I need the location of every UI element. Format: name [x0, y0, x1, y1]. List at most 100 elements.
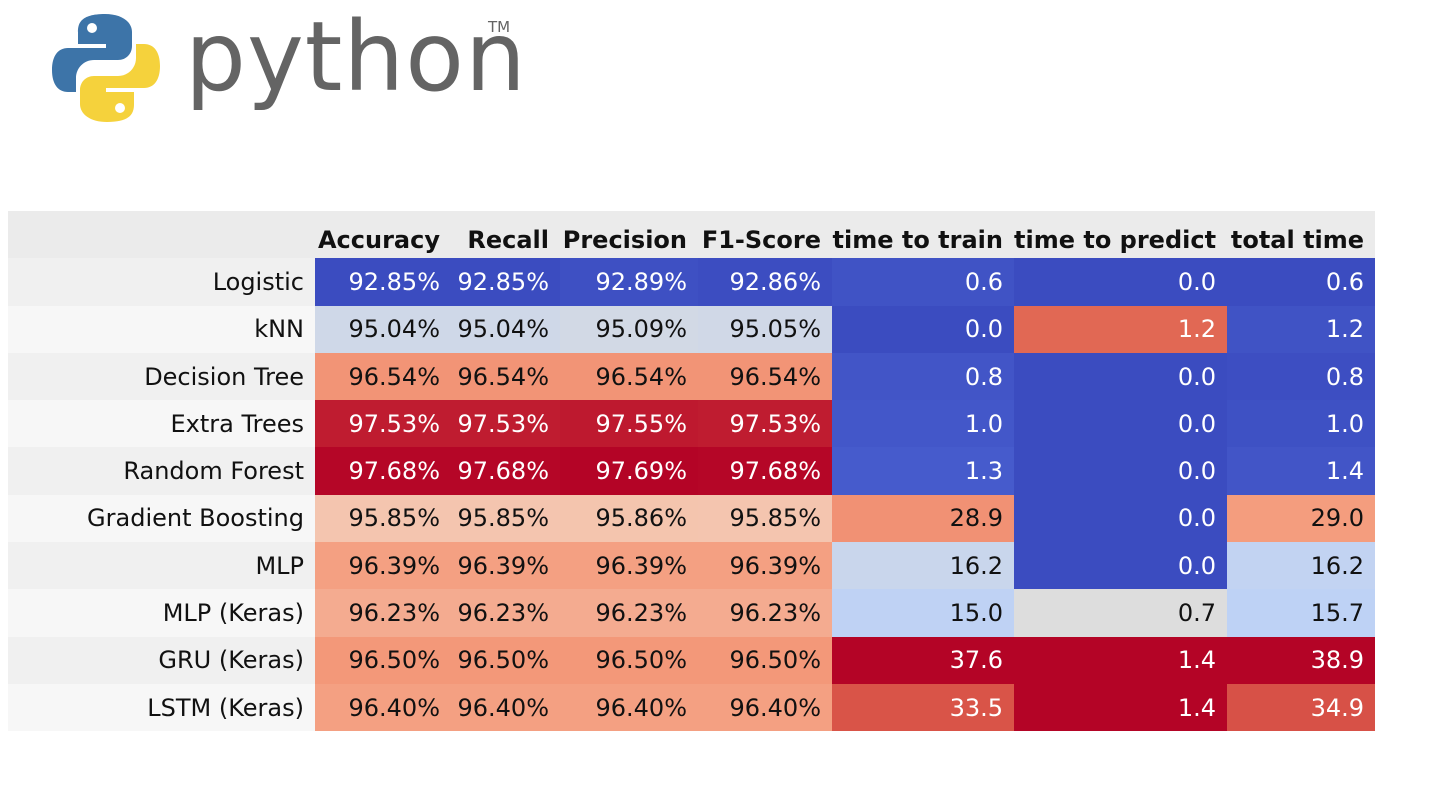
cell-gradient-boosting-recall: 95.85%: [451, 494, 560, 543]
row-label-knn: kNN: [8, 305, 315, 353]
cell-extra-trees-recall: 97.53%: [451, 400, 560, 448]
cell-gru-keras-f1-score: 96.50%: [698, 636, 832, 684]
column-header-time-to-predict: time to predict: [1014, 211, 1228, 259]
cell-mlp-keras-accuracy: 96.23%: [315, 589, 451, 637]
row-label-gradient-boosting: Gradient Boosting: [8, 494, 315, 543]
cell-gru-keras-total-time: 38.9: [1227, 636, 1376, 684]
cell-mlp-precision: 96.39%: [560, 542, 698, 590]
cell-gradient-boosting-total-time: 29.0: [1227, 494, 1376, 543]
cell-decision-tree-total-time: 0.8: [1227, 352, 1376, 401]
cell-lstm-keras-time-to-train: 33.5: [832, 683, 1014, 732]
column-header-f1-score: F1-Score: [698, 211, 832, 259]
cell-extra-trees-accuracy: 97.53%: [315, 400, 451, 448]
table-row: Extra Trees 97.53% 97.53% 97.55% 97.53% 1.0 0.…: [8, 400, 1376, 448]
cell-mlp-total-time: 16.2: [1227, 542, 1376, 590]
row-label-mlp-keras: MLP (Keras): [8, 589, 315, 637]
cell-lstm-keras-f1-score: 96.40%: [698, 683, 832, 732]
table-row: Logistic 92.85% 92.85% 92.89% 92.86% 0.6 0.0 0.…: [8, 258, 1376, 306]
corner-header: [8, 211, 315, 259]
cell-logistic-time-to-train: 0.6: [832, 258, 1014, 306]
table-row: GRU (Keras) 96.50% 96.50% 96.50% 96.50% 37.6 1…: [8, 636, 1376, 684]
table-row: LSTM (Keras) 96.40% 96.40% 96.40% 96.40% 33.5…: [8, 683, 1376, 732]
cell-logistic-total-time: 0.6: [1227, 258, 1376, 306]
cell-extra-trees-total-time: 1.0: [1227, 400, 1376, 448]
cell-gru-keras-precision: 96.50%: [560, 636, 698, 684]
cell-mlp-keras-precision: 96.23%: [560, 589, 698, 637]
row-label-mlp: MLP: [8, 542, 315, 590]
cell-decision-tree-precision: 96.54%: [560, 352, 698, 401]
cell-random-forest-time-to-train: 1.3: [832, 447, 1014, 495]
cell-knn-time-to-train: 0.0: [832, 305, 1014, 353]
python-logo: python TM: [50, 1, 526, 126]
cell-knn-f1-score: 95.05%: [698, 305, 832, 353]
table-row: Gradient Boosting 95.85% 95.85% 95.86% 95.85…: [8, 494, 1376, 543]
cell-lstm-keras-precision: 96.40%: [560, 683, 698, 732]
cell-gradient-boosting-precision: 95.86%: [560, 494, 698, 543]
column-header-recall: Recall: [451, 211, 560, 259]
cell-mlp-f1-score: 96.39%: [698, 542, 832, 590]
cell-logistic-f1-score: 92.86%: [698, 258, 832, 306]
cell-logistic-recall: 92.85%: [451, 258, 560, 306]
cell-lstm-keras-time-to-predict: 1.4: [1014, 683, 1228, 732]
cell-gru-keras-time-to-train: 37.6: [832, 636, 1014, 684]
cell-logistic-accuracy: 92.85%: [315, 258, 451, 306]
cell-decision-tree-recall: 96.54%: [451, 352, 560, 401]
table-row: MLP (Keras) 96.23% 96.23% 96.23% 96.23% 15.0 0…: [8, 589, 1376, 637]
row-label-lstm-keras: LSTM (Keras): [8, 683, 315, 732]
cell-logistic-precision: 92.89%: [560, 258, 698, 306]
cell-extra-trees-time-to-train: 1.0: [832, 400, 1014, 448]
table-row: kNN 95.04% 95.04% 95.09% 95.05% 0.0 1.2 1.2: [8, 305, 1376, 353]
header-row: Accuracy Recall Precision F1-Score time to t…: [8, 211, 1376, 259]
cell-mlp-keras-time-to-predict: 0.7: [1014, 589, 1228, 637]
model-comparison-table: Accuracy Recall Precision F1-Score time to t…: [8, 211, 1376, 732]
row-label-logistic: Logistic: [8, 258, 315, 306]
cell-random-forest-precision: 97.69%: [560, 447, 698, 495]
table-body: Logistic 92.85% 92.85% 92.89% 92.86% 0.6 0.0 0.…: [8, 258, 1376, 732]
cell-mlp-time-to-predict: 0.0: [1014, 542, 1228, 590]
table-row: MLP 96.39% 96.39% 96.39% 96.39% 16.2 0.0 16.2: [8, 542, 1376, 590]
cell-logistic-time-to-predict: 0.0: [1014, 258, 1228, 306]
trademark-symbol: TM: [488, 18, 511, 36]
cell-extra-trees-precision: 97.55%: [560, 400, 698, 448]
table-row: Random Forest 97.68% 97.68% 97.69% 97.68% 1.3…: [8, 447, 1376, 495]
cell-gradient-boosting-accuracy: 95.85%: [315, 494, 451, 543]
python-snake-icon: [52, 14, 160, 122]
cell-lstm-keras-recall: 96.40%: [451, 683, 560, 732]
cell-decision-tree-time-to-train: 0.8: [832, 352, 1014, 401]
cell-gradient-boosting-time-to-predict: 0.0: [1014, 494, 1228, 543]
cell-mlp-time-to-train: 16.2: [832, 542, 1014, 590]
cell-mlp-keras-time-to-train: 15.0: [832, 589, 1014, 637]
cell-random-forest-accuracy: 97.68%: [315, 447, 451, 495]
cell-knn-time-to-predict: 1.2: [1014, 305, 1228, 353]
cell-mlp-recall: 96.39%: [451, 542, 560, 590]
column-header-accuracy: Accuracy: [315, 211, 451, 259]
cell-decision-tree-time-to-predict: 0.0: [1014, 352, 1228, 401]
cell-knn-accuracy: 95.04%: [315, 305, 451, 353]
row-label-decision-tree: Decision Tree: [8, 352, 315, 401]
cell-knn-recall: 95.04%: [451, 305, 560, 353]
cell-gru-keras-recall: 96.50%: [451, 636, 560, 684]
cell-mlp-keras-recall: 96.23%: [451, 589, 560, 637]
cell-decision-tree-f1-score: 96.54%: [698, 352, 832, 401]
cell-random-forest-time-to-predict: 0.0: [1014, 447, 1228, 495]
table-row: Decision Tree 96.54% 96.54% 96.54% 96.54% 0.8…: [8, 352, 1376, 401]
cell-extra-trees-f1-score: 97.53%: [698, 400, 832, 448]
cell-gradient-boosting-time-to-train: 28.9: [832, 494, 1014, 543]
cell-mlp-accuracy: 96.39%: [315, 542, 451, 590]
row-label-gru-keras: GRU (Keras): [8, 636, 315, 684]
cell-gru-keras-time-to-predict: 1.4: [1014, 636, 1228, 684]
cell-knn-total-time: 1.2: [1227, 305, 1376, 353]
cell-decision-tree-accuracy: 96.54%: [315, 352, 451, 401]
cell-knn-precision: 95.09%: [560, 305, 698, 353]
cell-gradient-boosting-f1-score: 95.85%: [698, 494, 832, 543]
cell-random-forest-recall: 97.68%: [451, 447, 560, 495]
cell-mlp-keras-total-time: 15.7: [1227, 589, 1376, 637]
cell-random-forest-total-time: 1.4: [1227, 447, 1376, 495]
cell-gru-keras-accuracy: 96.50%: [315, 636, 451, 684]
python-wordmark: python: [185, 1, 527, 113]
cell-lstm-keras-accuracy: 96.40%: [315, 683, 451, 732]
row-label-random-forest: Random Forest: [8, 447, 315, 495]
column-header-time-to-train: time to train: [832, 211, 1014, 259]
column-header-precision: Precision: [560, 211, 698, 259]
cell-extra-trees-time-to-predict: 0.0: [1014, 400, 1228, 448]
